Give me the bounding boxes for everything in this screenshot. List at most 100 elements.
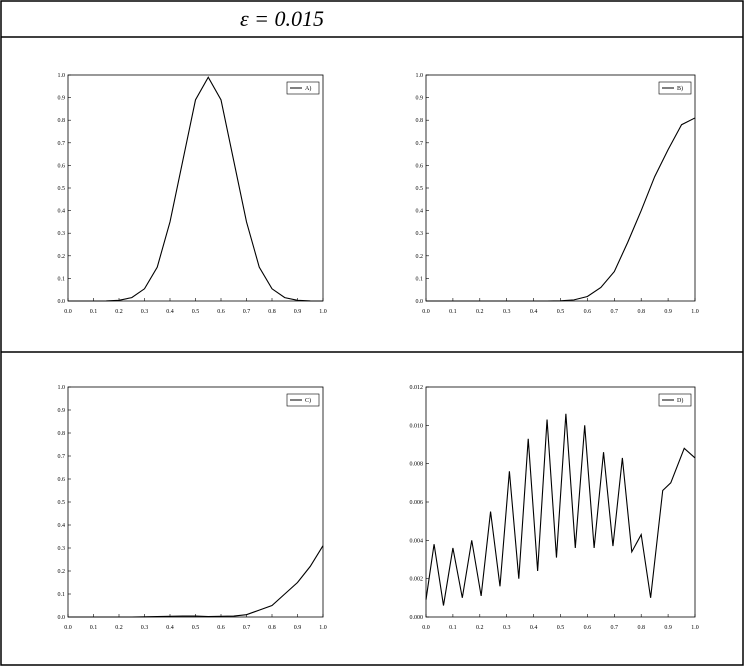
y-tick-label: 0.8 [416,118,424,124]
x-tick-label: 0.4 [530,309,538,315]
plot-frame [425,74,696,302]
y-tick-label: 0.1 [416,276,424,282]
y-tick-label: 0.4 [58,523,66,529]
y-tick-label: 0.0 [58,615,66,621]
x-tick-label: 0.5 [192,625,200,631]
x-tick-label: 0.7 [611,625,619,631]
y-tick-label: 0.9 [58,408,66,414]
x-tick-label: 1.0 [319,625,327,631]
y-tick-label: 0.5 [58,500,66,506]
data-line [68,76,324,302]
y-tick-label: 0.7 [58,141,66,147]
plot-frame [67,74,324,302]
y-tick-label: 0.012 [410,385,424,391]
y-tick-label: 0.3 [58,231,66,237]
legend-box [286,393,320,407]
y-tick-label: 0.5 [416,186,424,192]
y-tick-label: 0.2 [58,254,66,260]
legend-label: D) [677,397,683,404]
y-tick-label: 0.008 [410,462,424,468]
x-tick-label: 0.8 [637,625,645,631]
legend-label: C) [305,397,311,404]
x-tick-label: 0.7 [243,309,251,315]
y-tick-label: 1.0 [58,73,66,79]
x-tick-label: 0.7 [243,625,251,631]
y-tick-label: 0.010 [410,423,424,429]
y-tick-label: 0.1 [58,276,66,282]
y-tick-label: 1.0 [416,73,424,79]
legend-box [286,81,320,95]
x-tick-label: 0.6 [584,625,592,631]
x-tick-label: 0.4 [166,625,174,631]
x-tick-label: 0.8 [268,625,276,631]
x-tick-label: 0.4 [530,625,538,631]
y-tick-label: 0.5 [58,186,66,192]
x-tick-label: 0.9 [664,309,672,315]
x-tick-label: 1.0 [691,309,699,315]
x-tick-label: 0.6 [217,625,225,631]
x-tick-label: 0.1 [90,625,98,631]
y-tick-label: 0.4 [416,209,424,215]
x-tick-label: 0.3 [141,625,149,631]
x-tick-label: 0.3 [141,309,149,315]
y-tick-label: 0.1 [58,592,66,598]
y-tick-label: 0.004 [410,538,424,544]
y-tick-label: 0.8 [58,118,66,124]
y-tick-label: 0.7 [58,454,66,460]
x-tick-label: 0.5 [192,309,200,315]
y-tick-label: 0.2 [58,569,66,575]
x-tick-label: 0.3 [503,625,511,631]
x-tick-label: 0.2 [476,309,484,315]
y-tick-label: 0.6 [416,163,424,169]
x-tick-label: 0.2 [476,625,484,631]
data-line [426,117,696,302]
x-tick-label: 0.9 [664,625,672,631]
x-tick-label: 0.3 [503,309,511,315]
y-tick-label: 0.7 [416,141,424,147]
y-tick-label: 0.000 [410,615,424,621]
x-tick-label: 0.5 [557,625,565,631]
y-tick-label: 0.4 [58,209,66,215]
y-tick-label: 0.2 [416,254,424,260]
x-tick-label: 0.8 [637,309,645,315]
x-tick-label: 0.7 [611,309,619,315]
x-tick-label: 0.6 [584,309,592,315]
y-tick-label: 0.9 [416,96,424,102]
x-tick-label: 0.1 [449,309,457,315]
data-line [68,545,324,618]
x-tick-label: 0.4 [166,309,174,315]
legend-label: A) [305,85,311,92]
y-tick-label: 0.0 [58,299,66,305]
y-tick-label: 0.8 [58,431,66,437]
y-tick-label: 0.9 [58,96,66,102]
y-tick-label: 0.002 [410,577,424,583]
x-tick-label: 0.9 [294,309,302,315]
y-tick-label: 1.0 [58,385,66,391]
plot-frame [67,386,324,618]
data-line [425,413,696,606]
x-tick-label: 0.6 [217,309,225,315]
y-tick-label: 0.6 [58,163,66,169]
x-tick-label: 1.0 [319,309,327,315]
y-tick-label: 0.006 [410,500,424,506]
x-tick-label: 0.5 [557,309,565,315]
y-tick-label: 0.3 [58,546,66,552]
x-tick-label: 0.0 [64,309,72,315]
x-tick-label: 0.1 [449,625,457,631]
legend-box [658,81,692,95]
x-tick-label: 0.0 [422,625,430,631]
legend-box [658,393,692,407]
x-tick-label: 0.0 [422,309,430,315]
legend-label: B) [677,85,683,92]
x-tick-label: 0.9 [294,625,302,631]
y-tick-label: 0.6 [58,477,66,483]
y-tick-label: 0.3 [416,231,424,237]
x-tick-label: 0.8 [268,309,276,315]
x-tick-label: 0.0 [64,625,72,631]
x-tick-label: 0.1 [90,309,98,315]
y-tick-label: 0.0 [416,299,424,305]
x-tick-label: 0.2 [115,625,123,631]
x-tick-label: 0.2 [115,309,123,315]
